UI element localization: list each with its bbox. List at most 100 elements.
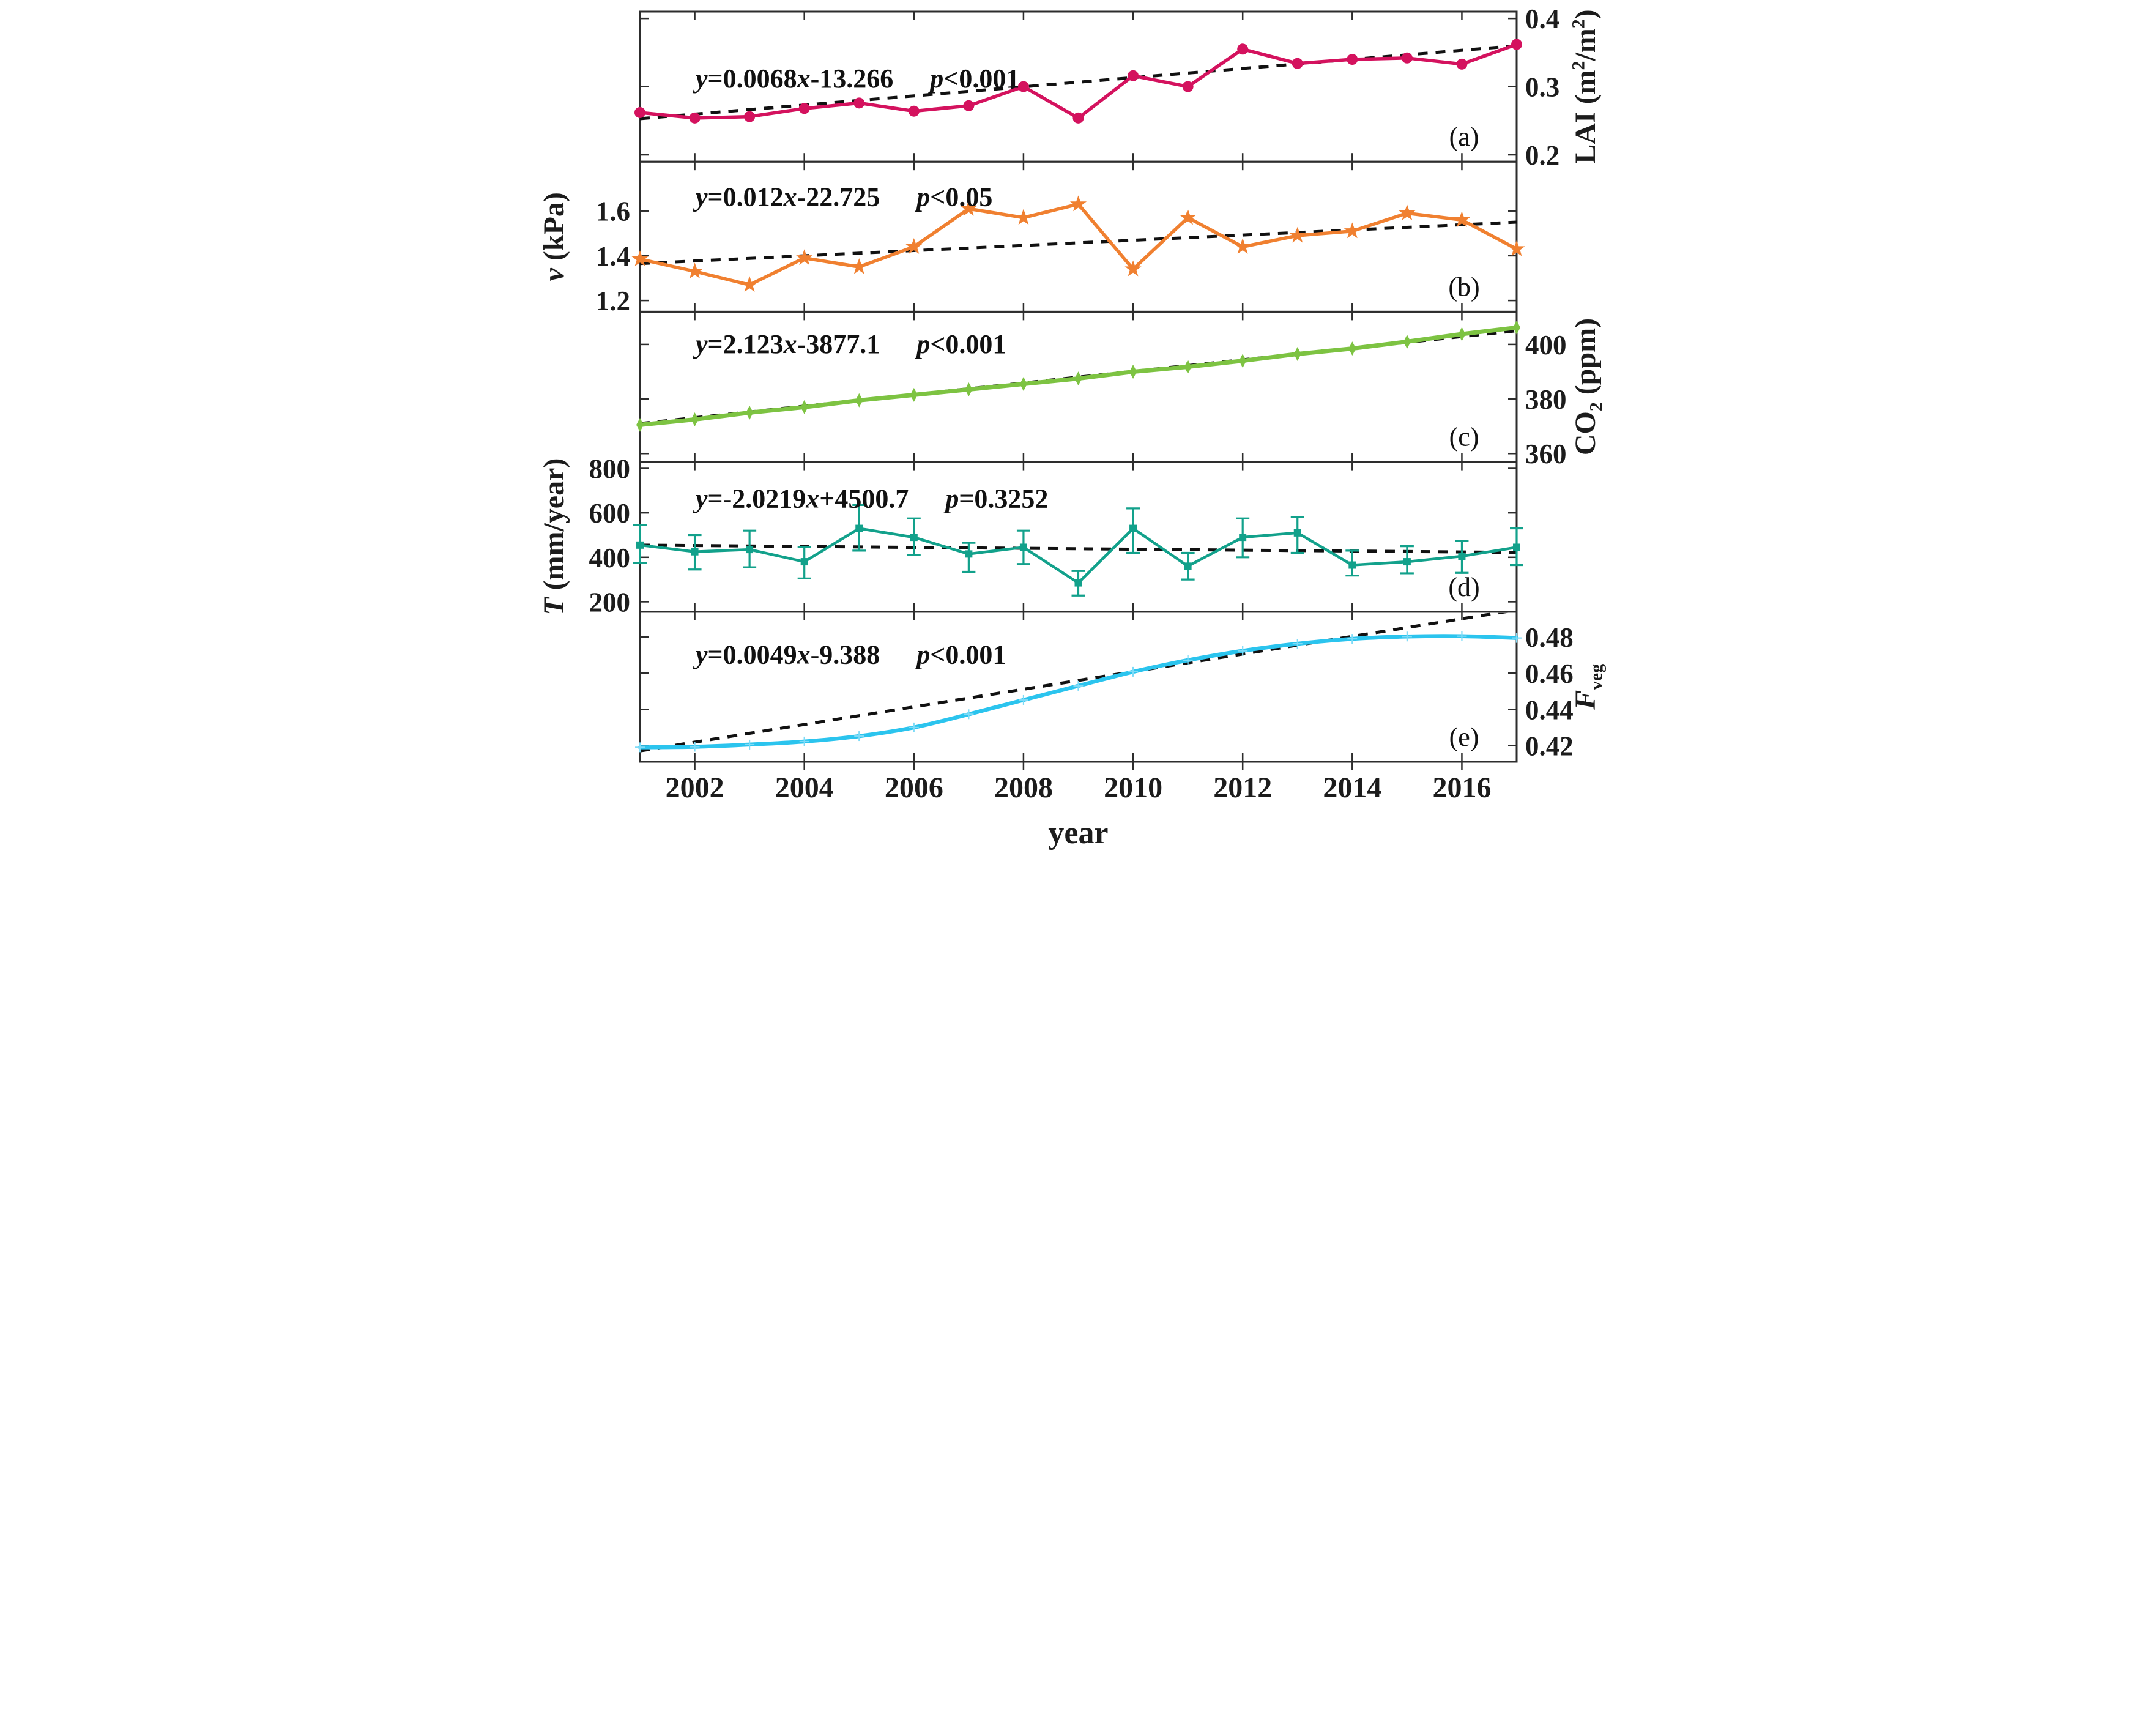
y-axis-title-c: CO2 (ppm) <box>1569 318 1607 455</box>
data-point <box>963 100 975 111</box>
data-point <box>1234 238 1251 254</box>
data-point <box>796 249 813 266</box>
data-point <box>631 250 649 266</box>
data-point <box>689 112 701 124</box>
data-point <box>1458 327 1466 341</box>
series-markers-e <box>635 631 1522 753</box>
panel-e: 0.42 0.44 0.46 0.48 y=0.0049x-9.388 p<0.001 (e… <box>635 611 1607 763</box>
panel-letter-d: (d) <box>1448 572 1479 602</box>
data-point <box>634 106 645 118</box>
x-tick-label-2002: 2002 <box>666 772 724 804</box>
data-point <box>1019 377 1027 392</box>
x-axis-title: year <box>1048 816 1108 851</box>
y-tick-label-a-0.2: 0.2 <box>1525 140 1559 171</box>
data-point <box>965 550 973 558</box>
data-point <box>686 262 704 279</box>
data-point <box>1124 260 1142 277</box>
data-point <box>800 558 808 566</box>
y-tick-label-b-1.6: 1.6 <box>596 196 630 227</box>
y-axis-title-a: LAI (m2/m2) <box>1569 9 1602 163</box>
data-point <box>1069 195 1087 212</box>
x-tick-label-2008: 2008 <box>994 772 1053 804</box>
y-tick-label-c-400: 400 <box>1525 330 1567 360</box>
data-point <box>1508 240 1525 256</box>
x-tick-label-2006: 2006 <box>885 772 943 804</box>
data-point <box>1453 211 1471 227</box>
data-point <box>746 546 754 554</box>
data-point <box>1180 209 1197 225</box>
data-point <box>800 400 808 414</box>
data-point <box>1019 543 1027 551</box>
y-tick-label-d-800: 800 <box>589 453 631 484</box>
figure-background <box>539 0 1617 860</box>
chart-svg: 0.2 0.3 0.4 y=0.0068x-13.266 p<0.001 (a) LAI (… <box>539 0 1617 860</box>
data-point <box>908 105 920 117</box>
data-point <box>910 534 918 542</box>
data-point <box>960 199 978 216</box>
y-tick-label-e-0.46: 0.46 <box>1525 658 1574 689</box>
y-tick-label-c-380: 380 <box>1525 384 1567 415</box>
data-point <box>1072 112 1084 124</box>
y-tick-label-e-0.44: 0.44 <box>1525 694 1574 725</box>
data-point <box>1293 529 1301 537</box>
trend-line-d <box>639 543 1517 554</box>
y-tick-label-e-0.42: 0.42 <box>1525 731 1574 761</box>
data-point <box>1458 552 1466 560</box>
equation-a: y=0.0068x-13.266 p<0.001 <box>693 64 1019 94</box>
x-axis: 2002 2004 2006 2008 2010 2012 2014 2016 year <box>666 762 1491 851</box>
y-tick-label-a-0.4: 0.4 <box>1525 4 1559 34</box>
data-point <box>691 548 699 556</box>
panel-frame-e <box>639 611 1518 763</box>
data-point <box>965 382 973 396</box>
data-point <box>1292 58 1303 69</box>
y-tick-label-a-0.3: 0.3 <box>1525 72 1559 103</box>
data-point <box>746 405 754 420</box>
panel-d: 200 400 600 800 y=-2.0219x+4500.7 p=0.3252 (d)… <box>539 453 1523 617</box>
x-tick-label-2010: 2010 <box>1104 772 1162 804</box>
data-point <box>1403 334 1411 349</box>
y-tick-label-d-600: 600 <box>589 498 631 529</box>
panel-letter-e: (e) <box>1449 722 1479 752</box>
error-bars-d <box>633 504 1523 597</box>
data-point <box>636 417 644 432</box>
data-point <box>744 111 756 122</box>
data-point <box>855 524 863 532</box>
data-point <box>798 103 810 114</box>
equation-b: y=0.012x-22.725 p<0.05 <box>693 182 992 212</box>
data-point <box>1348 561 1356 569</box>
data-point <box>1184 562 1192 570</box>
data-point <box>1513 320 1520 335</box>
panel-b: 1.2 1.4 1.6 y=0.012x-22.725 p<0.05 (b) v (kPa) <box>539 160 1525 316</box>
y-axis-title-e: Fveg <box>1569 664 1607 710</box>
data-point <box>1129 364 1137 379</box>
data-point <box>1403 558 1411 566</box>
series-markers-a <box>634 39 1522 124</box>
equation-d: y=-2.0219x+4500.7 p=0.3252 <box>693 483 1048 513</box>
data-point <box>1347 54 1358 65</box>
series-markers-b <box>631 195 1525 292</box>
x-tick-label-2016: 2016 <box>1432 772 1491 804</box>
data-point <box>1129 524 1137 532</box>
data-point <box>1401 52 1413 64</box>
data-point <box>1399 204 1416 220</box>
data-point <box>1074 371 1082 386</box>
y-tick-label-b-1.2: 1.2 <box>596 286 630 316</box>
data-point <box>1456 58 1468 70</box>
y-axis-title-b: v (kPa) <box>539 192 570 281</box>
y-axis-title-d: T (mm/year) <box>539 458 570 616</box>
data-point <box>1015 209 1032 225</box>
data-point <box>1182 81 1194 92</box>
trend-line-b <box>639 220 1517 266</box>
data-point <box>1237 43 1249 55</box>
data-point <box>1289 226 1306 243</box>
data-point <box>855 393 863 408</box>
data-point <box>1017 81 1029 92</box>
y-tick-label-d-200: 200 <box>589 587 631 617</box>
data-point <box>1344 222 1361 239</box>
data-point <box>1348 341 1356 356</box>
panel-letter-a: (a) <box>1449 122 1479 152</box>
figure-multi-panel-trend-chart: 0.2 0.3 0.4 y=0.0068x-13.266 p<0.001 (a) LAI (… <box>539 0 1617 860</box>
data-point <box>1239 354 1247 368</box>
y-tick-label-b-1.4: 1.4 <box>596 241 630 272</box>
y-tick-label-d-400: 400 <box>589 543 631 573</box>
